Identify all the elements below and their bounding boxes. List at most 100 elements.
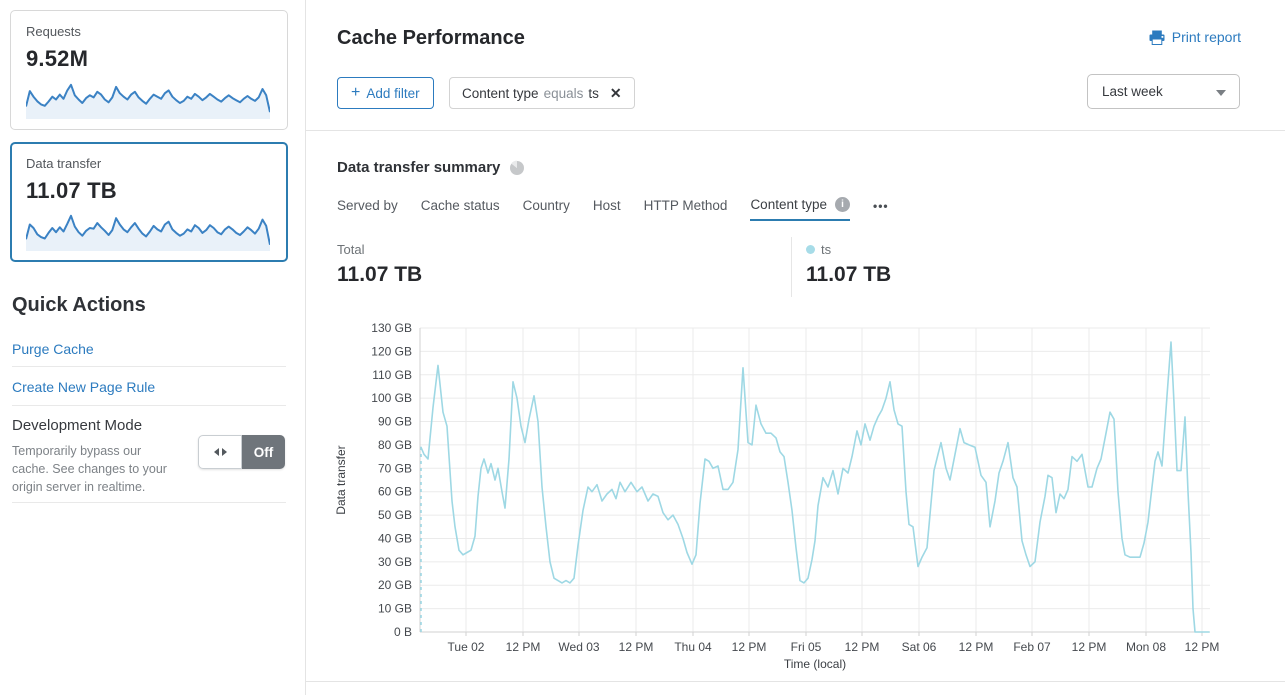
svg-text:12 PM: 12 PM	[506, 640, 541, 654]
header-divider	[306, 130, 1285, 131]
tab-served-by[interactable]: Served by	[337, 198, 398, 220]
divider	[12, 502, 286, 503]
data-transfer-card[interactable]: Data transfer 11.07 TB	[10, 142, 288, 262]
requests-card-label: Requests	[26, 24, 81, 39]
add-filter-button[interactable]: + Add filter	[337, 77, 434, 109]
quick-actions-title: Quick Actions	[12, 294, 146, 316]
tab-label: HTTP Method	[643, 198, 728, 213]
svg-text:90 GB: 90 GB	[378, 415, 412, 429]
requests-card-value: 9.52M	[26, 46, 89, 71]
svg-text:12 PM: 12 PM	[845, 640, 880, 654]
stat-total: Total 11.07 TB	[337, 242, 422, 287]
svg-text:Tue 02: Tue 02	[448, 640, 485, 654]
tab-label: Host	[592, 198, 621, 213]
sidebar-main-divider	[305, 0, 306, 695]
main-content: Cache Performance Print report + Add fil…	[306, 0, 1285, 695]
tabs-overflow-icon[interactable]: •••	[873, 198, 889, 213]
filter-chip-content-type[interactable]: Content type equals ts ✕	[449, 77, 635, 109]
time-range-dropdown[interactable]: Last week	[1087, 74, 1240, 109]
stat-total-value: 11.07 TB	[337, 263, 423, 286]
svg-text:12 PM: 12 PM	[1072, 640, 1107, 654]
svg-text:40 GB: 40 GB	[378, 531, 412, 545]
svg-text:Wed 03: Wed 03	[558, 640, 599, 654]
tab-label: Country	[522, 198, 570, 213]
svg-text:130 GB: 130 GB	[371, 321, 412, 335]
dimension-tabs: Served by Cache status Country Host HTTP Met…	[337, 197, 889, 221]
tab-country[interactable]: Country	[523, 198, 570, 220]
svg-text:0 B: 0 B	[394, 625, 412, 639]
create-page-rule-link[interactable]: Create New Page Rule	[12, 379, 156, 395]
tab-host[interactable]: Host	[593, 198, 621, 220]
requests-card[interactable]: Requests 9.52M	[10, 10, 288, 130]
svg-text:12 PM: 12 PM	[959, 640, 994, 654]
page-title: Cache Performance	[337, 27, 525, 49]
svg-text:100 GB: 100 GB	[371, 391, 412, 405]
svg-text:80 GB: 80 GB	[378, 438, 412, 452]
tab-label: Cache status	[420, 198, 500, 213]
toggle-off-label: Off	[242, 435, 285, 469]
data-transfer-sparkline-chart	[26, 214, 270, 251]
data-transfer-card-value: 11.07 TB	[26, 178, 117, 203]
svg-text:Sat 06: Sat 06	[902, 640, 937, 654]
svg-text:Mon 08: Mon 08	[1126, 640, 1166, 654]
tab-label: Content type	[750, 197, 827, 212]
stat-series-label: ts	[821, 242, 832, 257]
svg-text:10 GB: 10 GB	[378, 602, 412, 616]
development-mode-toggle[interactable]: Off	[198, 435, 285, 469]
svg-text:12 PM: 12 PM	[732, 640, 767, 654]
series-legend-dot	[806, 245, 815, 254]
svg-text:110 GB: 110 GB	[372, 368, 412, 382]
tab-http-method[interactable]: HTTP Method	[644, 198, 728, 220]
development-mode-description: Temporarily bypass our cache. See change…	[12, 444, 167, 494]
add-filter-label: Add filter	[366, 85, 420, 101]
print-report-link[interactable]: Print report	[1149, 29, 1241, 45]
stat-series-value: 11.07 TB	[806, 263, 892, 286]
divider	[12, 366, 286, 367]
tab-label: Served by	[337, 198, 398, 213]
toggle-arrows-icon	[198, 435, 242, 469]
line-chart-svg: 0 B 10 GB 20 GB 30 GB 40 GB 50 GB 60 GB 70 GB 80…	[334, 321, 1220, 671]
svg-text:12 PM: 12 PM	[619, 640, 654, 654]
svg-text:12 PM: 12 PM	[1185, 640, 1220, 654]
printer-icon	[1149, 30, 1165, 45]
chip-operator: equals	[543, 85, 584, 101]
stat-series-label-row: ts	[806, 242, 891, 257]
svg-text:Thu 04: Thu 04	[674, 640, 712, 654]
pie-chart-icon	[510, 160, 525, 175]
tab-content-type[interactable]: Content type i	[750, 197, 850, 221]
print-report-label: Print report	[1171, 29, 1241, 45]
svg-text:120 GB: 120 GB	[371, 344, 412, 358]
chip-value: ts	[588, 85, 599, 101]
summary-title: Data transfer summary	[337, 159, 501, 176]
divider	[12, 405, 286, 406]
svg-text:70 GB: 70 GB	[378, 461, 412, 475]
stats-divider	[791, 237, 792, 297]
data-transfer-card-label: Data transfer	[26, 156, 102, 171]
summary-title-row: Data transfer summary	[337, 159, 525, 176]
chip-close-icon[interactable]: ✕	[609, 84, 622, 101]
sidebar: Requests 9.52M Data transfer 11.07 TB Qu…	[0, 0, 305, 695]
chevron-down-icon	[1216, 90, 1226, 96]
svg-text:Data transfer: Data transfer	[334, 445, 348, 514]
svg-text:50 GB: 50 GB	[378, 508, 412, 522]
stat-total-label: Total	[337, 242, 365, 257]
svg-text:20 GB: 20 GB	[378, 578, 412, 592]
chip-field: Content type	[462, 85, 539, 101]
arrow-left-icon	[213, 448, 219, 456]
plus-icon: +	[351, 84, 361, 101]
svg-text:Fri 05: Fri 05	[791, 640, 822, 654]
stat-series-ts: ts 11.07 TB	[806, 242, 891, 287]
purge-cache-link[interactable]: Purge Cache	[12, 341, 94, 357]
svg-text:Time (local): Time (local)	[784, 657, 846, 671]
svg-text:60 GB: 60 GB	[378, 485, 412, 499]
development-mode-title: Development Mode	[12, 417, 143, 434]
arrow-right-icon	[221, 448, 227, 456]
tab-cache-status[interactable]: Cache status	[421, 198, 500, 220]
data-transfer-chart: 0 B 10 GB 20 GB 30 GB 40 GB 50 GB 60 GB 70 GB 80…	[330, 315, 1240, 680]
section-divider	[306, 681, 1285, 682]
requests-sparkline-chart	[26, 83, 270, 119]
svg-text:30 GB: 30 GB	[378, 555, 412, 569]
time-range-value: Last week	[1102, 84, 1163, 99]
svg-text:Feb 07: Feb 07	[1013, 640, 1051, 654]
info-icon[interactable]: i	[835, 197, 850, 212]
